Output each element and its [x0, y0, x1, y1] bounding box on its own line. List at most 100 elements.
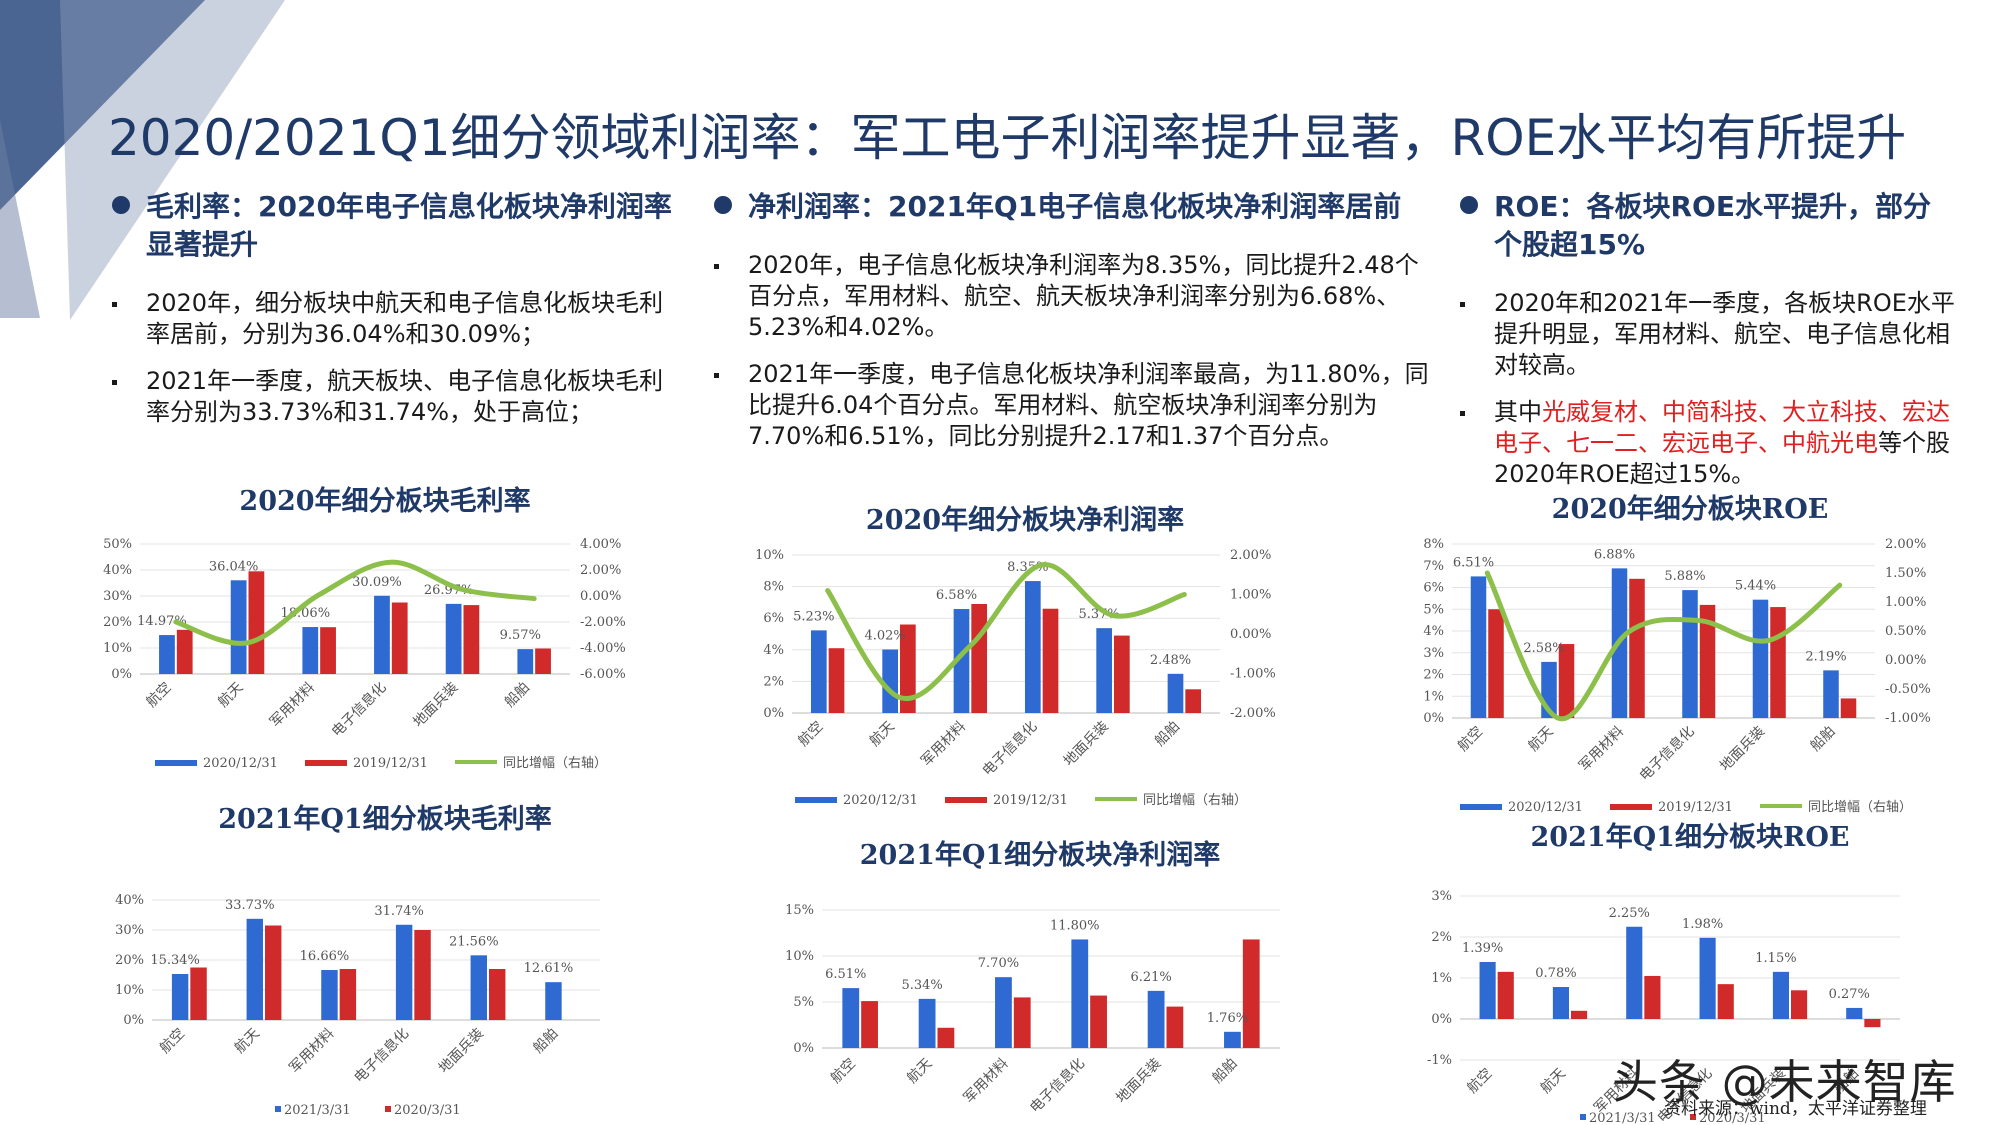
- bar-previous: [190, 967, 207, 1020]
- legend-label: 2019/12/31: [353, 756, 428, 771]
- legend-swatch: [1690, 1114, 1696, 1120]
- bar-previous: [489, 969, 506, 1020]
- y-tick-label: 10%: [115, 983, 144, 998]
- legend-swatch: [385, 1106, 391, 1112]
- bullet-item: 2021年一季度，航天板块、电子信息化板块毛利率分别为33.73%和31.74%…: [108, 366, 683, 428]
- data-label: 6.51%: [1453, 555, 1494, 570]
- y-tick-label: 0%: [123, 1013, 144, 1028]
- series-line-yoy: [173, 559, 537, 646]
- data-label: 5.23%: [793, 609, 834, 624]
- data-label: 2.19%: [1805, 649, 1846, 664]
- legend-swatch: [305, 760, 347, 766]
- bar-previous: [463, 605, 480, 674]
- category-label: 军用材料: [287, 1026, 338, 1077]
- bar-current: [374, 595, 390, 674]
- category-label: 航天: [1538, 1066, 1569, 1097]
- bar-current: [1167, 673, 1184, 713]
- category-label: 船舶: [530, 1026, 561, 1057]
- y2-tick-label: 2.00%: [1230, 548, 1271, 563]
- chart-title: 2021年Q1细分板块ROE: [1531, 822, 1850, 853]
- bar-current: [810, 630, 827, 713]
- y2-tick-label: -6.00%: [580, 667, 626, 682]
- bar-previous: [1644, 975, 1661, 1019]
- data-label: 21.56%: [449, 934, 499, 949]
- bar-current: [1699, 937, 1716, 1019]
- category-label: 电子信息化: [979, 718, 1041, 780]
- y2-tick-label: 0.00%: [1885, 653, 1926, 668]
- bar-current: [171, 973, 189, 1020]
- y-tick-label: 0%: [793, 1041, 814, 1056]
- bar-current: [1682, 590, 1698, 718]
- bar-previous: [1571, 1010, 1588, 1019]
- legend-label: 2019/12/31: [993, 793, 1068, 808]
- bar-current: [1752, 599, 1769, 718]
- data-label: 2.48%: [1150, 653, 1191, 668]
- bar-current: [1024, 581, 1041, 713]
- bar-previous: [861, 1001, 878, 1048]
- y2-tick-label: -1.00%: [1230, 667, 1276, 682]
- column-heading: 毛利率：2020年电子信息化板块净利润率显著提升: [108, 188, 683, 264]
- bar-previous: [1090, 995, 1107, 1048]
- bullet-square-icon: [112, 302, 117, 307]
- data-label: 6.58%: [936, 588, 977, 603]
- y2-tick-label: -2.00%: [580, 615, 626, 630]
- bar-previous: [1629, 578, 1645, 718]
- y-tick-label: -1%: [1427, 1053, 1452, 1068]
- category-label: 航空: [157, 1026, 188, 1057]
- bar-current: [517, 649, 534, 674]
- bar-current: [230, 580, 247, 674]
- bar-current: [246, 918, 263, 1020]
- category-label: 航天: [215, 680, 246, 711]
- data-label: 14.97%: [137, 614, 187, 629]
- bar-previous: [248, 571, 265, 674]
- y-tick-label: 2%: [1423, 668, 1444, 683]
- bar-current: [1626, 926, 1643, 1019]
- data-label: 5.88%: [1664, 569, 1705, 584]
- legend-label: 2019/12/31: [1658, 800, 1733, 815]
- column-heading: ROE：各板块ROE水平提升，部分个股超15%: [1456, 188, 1956, 264]
- bar-previous: [1114, 635, 1130, 713]
- y2-tick-label: 4.00%: [580, 537, 621, 552]
- bar-previous: [1497, 971, 1514, 1019]
- chart-2020-net-margin: 2020年细分板块净利润率 0% 2% 4% 6% 8% 10% -2.00% -1.00% 0.…: [755, 504, 1276, 808]
- category-label: 地面兵装: [1061, 719, 1112, 770]
- bar-current: [842, 988, 860, 1048]
- y-tick-label: 3%: [1431, 889, 1452, 904]
- y-tick-label: 2%: [763, 674, 784, 689]
- bar-current: [470, 955, 487, 1020]
- y-tick-label: 5%: [793, 995, 814, 1010]
- legend-label: 2021/3/31: [284, 1103, 351, 1118]
- data-label: 2.58%: [1523, 641, 1564, 656]
- legend-swatch: [455, 760, 497, 764]
- y-tick-label: 6%: [1423, 581, 1444, 596]
- bar-previous: [391, 602, 408, 674]
- category-label: 航天: [904, 1056, 935, 1087]
- category-label: 军用材料: [918, 719, 969, 770]
- bullet-square-icon: [1460, 302, 1465, 307]
- data-label: 11.80%: [1050, 918, 1100, 933]
- source-note: 资料来源：wind，太平洋证券整理: [1664, 1099, 1927, 1119]
- bullet-dot-icon: [1460, 196, 1478, 214]
- y-tick-label: 40%: [115, 893, 144, 908]
- data-label: 33.73%: [225, 898, 275, 913]
- data-label: 0.78%: [1535, 966, 1576, 981]
- bar-current: [1470, 576, 1487, 718]
- bar-previous: [535, 648, 551, 674]
- legend-label: 2020/12/31: [203, 756, 278, 771]
- category-label: 航空: [144, 680, 175, 711]
- legend-label: 2020/3/31: [1699, 1111, 1766, 1125]
- y-tick-label: 2%: [1431, 930, 1452, 945]
- y2-tick-label: -4.00%: [580, 641, 626, 656]
- legend-swatch: [1610, 804, 1652, 810]
- legend-label: 同比增幅（右轴）: [1143, 793, 1247, 808]
- legend-swatch: [1460, 804, 1502, 810]
- y2-tick-label: -0.50%: [1885, 682, 1931, 697]
- category-label: 军用材料: [961, 1056, 1012, 1107]
- bullet-square-icon: [714, 264, 719, 269]
- category-label: 航天: [867, 719, 898, 750]
- legend-swatch: [275, 1106, 281, 1112]
- y-tick-label: 10%: [785, 949, 814, 964]
- decorative-triangles: [0, 0, 285, 320]
- category-label: 地面兵装: [1717, 724, 1768, 775]
- bar-previous: [1791, 990, 1808, 1019]
